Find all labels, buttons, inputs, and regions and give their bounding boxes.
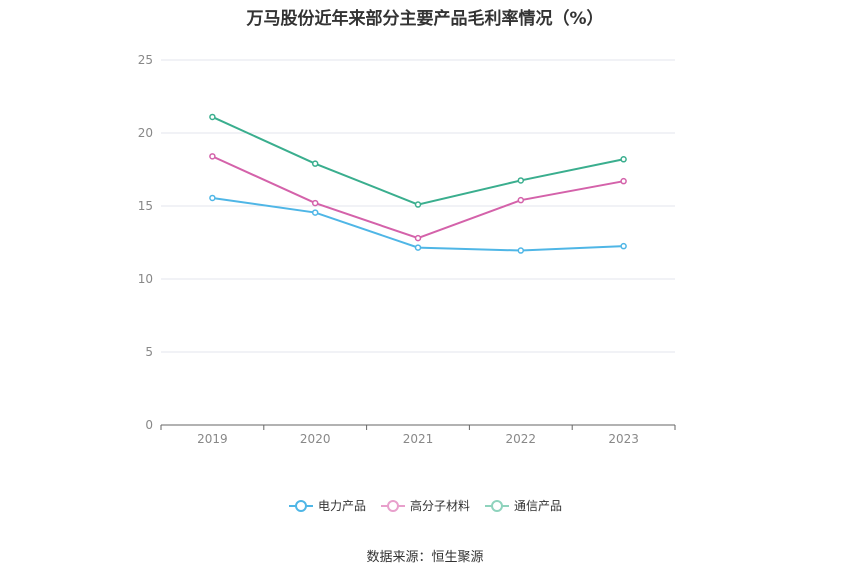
data-point (209, 194, 216, 202)
data-point (620, 242, 627, 250)
data-point (620, 177, 627, 185)
legend-label: 高分子材料 (409, 499, 470, 513)
x-tick-label: 2020 (300, 432, 331, 446)
y-tick-label: 10 (138, 272, 153, 286)
data-point (311, 209, 319, 216)
y-tick-label: 25 (138, 53, 153, 67)
data-point (209, 153, 216, 160)
y-tick-label: 5 (145, 345, 153, 359)
y-tick-label: 15 (138, 199, 153, 213)
legend-marker-icon (288, 499, 313, 512)
y-tick-label: 0 (145, 418, 153, 432)
data-point (517, 196, 525, 204)
chart-title: 万马股份近年来部分主要产品毛利率情况（%） (246, 9, 604, 29)
data-source: 数据来源：恒生聚源 (366, 550, 484, 565)
series-line (211, 155, 624, 240)
data-point (517, 177, 525, 184)
data-point (414, 201, 422, 208)
x-tick-label: 2019 (197, 432, 228, 446)
legend-item-polymer[interactable]: 高分子材料 (380, 497, 470, 514)
data-point (311, 199, 319, 207)
legend-item-power[interactable]: 电力产品 (288, 497, 366, 514)
data-point (620, 156, 627, 163)
x-tick-label: 2023 (608, 432, 639, 446)
legend-marker-icon (485, 499, 509, 512)
x-tick-label: 2022 (506, 432, 537, 446)
chart-legend: 电力产品 高分子材料 通信产品 (0, 497, 850, 514)
data-point (517, 247, 525, 254)
x-tick-label: 2021 (403, 432, 434, 446)
legend-label: 通信产品 (514, 499, 563, 513)
line-chart: 0 5 10 15 20 25 2019 2020 2021 2022 2023 (138, 53, 676, 446)
data-point (414, 234, 422, 242)
data-point (209, 113, 216, 121)
series-line (211, 116, 624, 206)
data-point (311, 160, 319, 167)
legend-label: 电力产品 (317, 499, 366, 513)
legend-item-telecom[interactable]: 通信产品 (484, 497, 562, 514)
data-point (414, 244, 422, 251)
legend-marker-icon (380, 499, 405, 512)
y-tick-label: 20 (138, 126, 153, 140)
